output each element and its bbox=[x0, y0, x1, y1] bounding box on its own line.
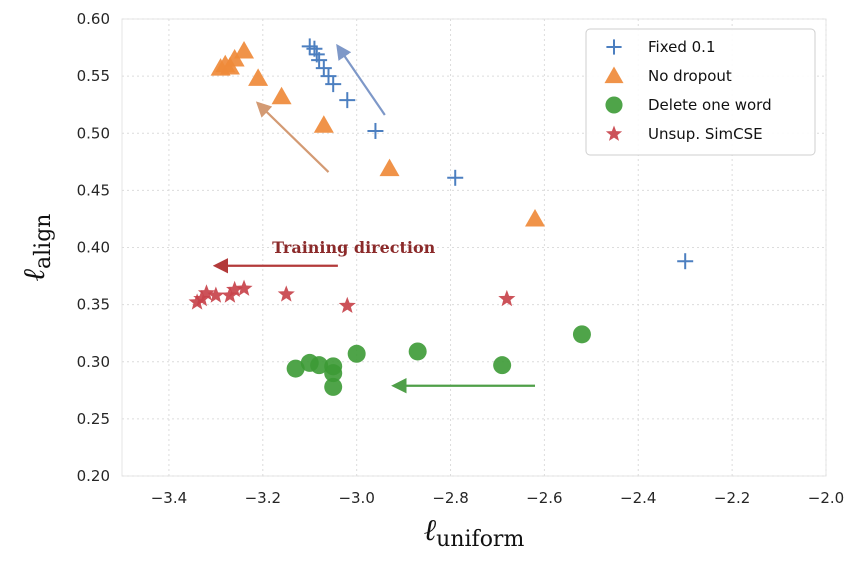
data-point bbox=[677, 253, 694, 270]
data-point bbox=[300, 353, 319, 372]
data-point bbox=[277, 285, 295, 302]
data-point bbox=[498, 289, 516, 307]
legend-label: Delete one word bbox=[648, 96, 772, 114]
data-point bbox=[248, 68, 269, 86]
y-tick-label: 0.30 bbox=[77, 353, 110, 371]
grid bbox=[122, 18, 827, 477]
y-tick-label: 0.25 bbox=[77, 410, 110, 428]
y-axis-label-sub: align bbox=[31, 214, 56, 269]
data-point bbox=[207, 286, 225, 303]
x-tick-label: −2.6 bbox=[526, 489, 562, 507]
data-point bbox=[367, 122, 384, 139]
y-axis-label-main: ℓ bbox=[17, 268, 52, 281]
x-axis-label-sub: uniform bbox=[436, 527, 524, 552]
legend-marker bbox=[606, 39, 622, 55]
data-point bbox=[324, 377, 343, 396]
data-point bbox=[324, 364, 343, 383]
legend-label: Fixed 0.1 bbox=[648, 38, 716, 56]
series-triangle bbox=[210, 40, 546, 227]
data-point bbox=[234, 40, 255, 59]
data-point bbox=[493, 356, 512, 375]
y-axis-label: ℓalign bbox=[17, 214, 56, 282]
legend: Fixed 0.1 No dropout Delete one word Unsup.… bbox=[585, 28, 816, 156]
x-axis-label: ℓuniform bbox=[424, 513, 525, 552]
x-axis-label-main: ℓ bbox=[424, 513, 437, 548]
direction-arrow bbox=[336, 43, 386, 116]
series-plus bbox=[301, 38, 694, 270]
series-star bbox=[188, 279, 516, 314]
y-tick-label: 0.35 bbox=[77, 296, 110, 314]
y-tick-label: 0.20 bbox=[77, 467, 110, 485]
y-tick-label: 0.60 bbox=[77, 10, 110, 28]
legend-box bbox=[585, 28, 816, 156]
data-point bbox=[301, 38, 318, 55]
legend-label: No dropout bbox=[648, 67, 732, 85]
data-point bbox=[408, 342, 427, 361]
data-point bbox=[271, 86, 292, 105]
data-point bbox=[339, 92, 356, 109]
direction-arrow bbox=[255, 101, 330, 173]
legend-marker bbox=[605, 125, 623, 141]
data-point bbox=[313, 115, 334, 133]
data-point bbox=[226, 280, 244, 298]
y-tick-label: 0.50 bbox=[77, 124, 110, 142]
direction-arrows bbox=[212, 43, 536, 394]
x-tick-label: −2.0 bbox=[808, 489, 844, 507]
annotation-training-direction: Training direction bbox=[272, 238, 435, 257]
data-point bbox=[286, 359, 305, 378]
y-tick-label: 0.55 bbox=[77, 67, 110, 85]
data-point bbox=[572, 325, 591, 344]
y-tick-label: 0.45 bbox=[77, 181, 110, 199]
x-tick-label: −3.0 bbox=[338, 489, 374, 507]
legend-marker bbox=[604, 66, 624, 84]
data-point bbox=[193, 289, 211, 307]
data-points bbox=[188, 38, 694, 396]
data-point bbox=[379, 158, 400, 177]
series-circle bbox=[286, 325, 591, 396]
x-tick-label: −2.4 bbox=[620, 489, 656, 507]
legend-label: Unsup. SimCSE bbox=[648, 125, 763, 143]
data-point bbox=[210, 58, 231, 76]
annotations: Training direction bbox=[272, 238, 435, 257]
y-tick-label: 0.40 bbox=[77, 239, 110, 257]
data-point bbox=[447, 169, 464, 186]
data-point bbox=[525, 208, 546, 227]
data-point bbox=[338, 296, 356, 314]
x-tick-label: −2.8 bbox=[432, 489, 468, 507]
data-point bbox=[221, 286, 239, 303]
tick-labels: −3.4 −3.2 −3.0 −2.8 −2.6 −2.4 −2.2 −2.0 0.20 0.25… bbox=[77, 10, 845, 507]
data-point bbox=[347, 344, 366, 363]
data-point bbox=[188, 293, 206, 310]
data-point bbox=[235, 279, 253, 296]
x-tick-label: −2.2 bbox=[714, 489, 750, 507]
legend-marker bbox=[605, 96, 623, 114]
x-tick-label: −3.4 bbox=[151, 489, 187, 507]
x-tick-label: −3.2 bbox=[245, 489, 281, 507]
data-point bbox=[197, 284, 216, 301]
